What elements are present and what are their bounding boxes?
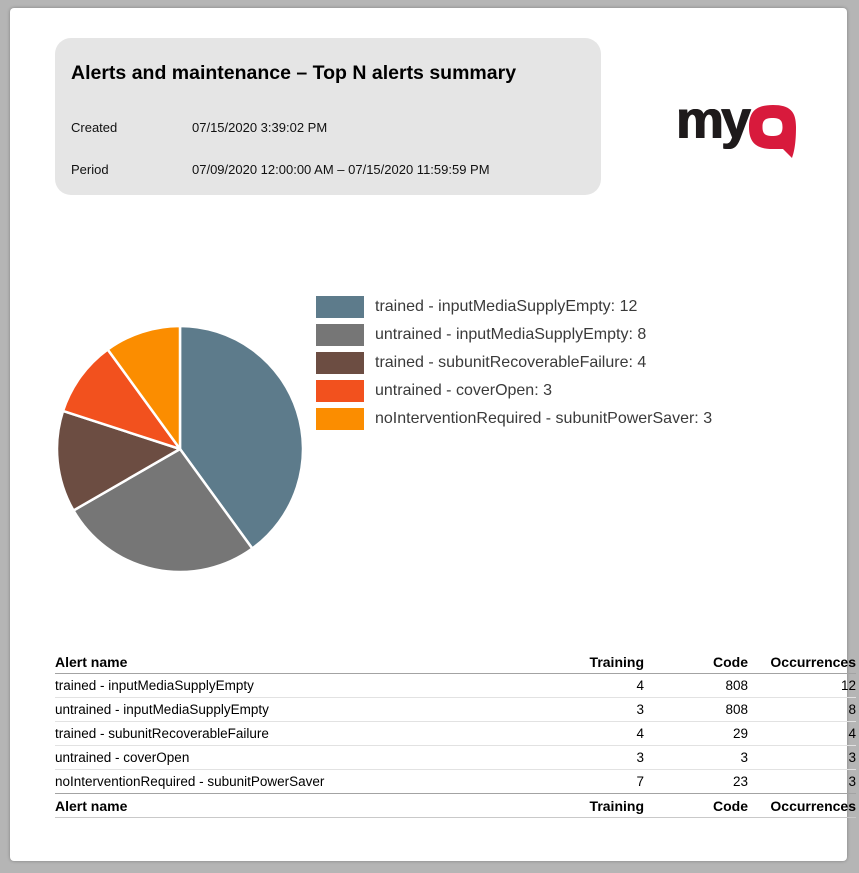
pie-slice-4 bbox=[106, 324, 182, 451]
legend-item-2: trained - subunitRecoverableFailure: 4 bbox=[316, 352, 712, 374]
pie-chart bbox=[55, 324, 305, 574]
column-header-0: Alert name bbox=[55, 650, 536, 674]
legend-swatch bbox=[316, 352, 364, 374]
pie-slice-3 bbox=[61, 348, 182, 451]
legend-label: untrained - coverOpen: 3 bbox=[375, 382, 552, 399]
table-cell: untrained - coverOpen bbox=[55, 745, 536, 770]
table-header-row: Alert name Training Code Occurrences bbox=[55, 650, 856, 674]
report-header-card: Alerts and maintenance – Top N alerts su… bbox=[55, 38, 601, 195]
created-row: Created 07/15/2020 3:39:02 PM bbox=[71, 120, 327, 135]
table-cell: trained - subunitRecoverableFailure bbox=[55, 721, 536, 746]
myq-logo: my bbox=[676, 90, 811, 160]
footer-column-header-1: Training bbox=[536, 793, 644, 818]
pie-slice-0 bbox=[178, 324, 305, 550]
table-cell: trained - inputMediaSupplyEmpty bbox=[55, 673, 536, 698]
table-cell: 3 bbox=[644, 745, 748, 770]
myq-logo-q-icon bbox=[749, 105, 796, 158]
legend-swatch bbox=[316, 408, 364, 430]
created-label: Created bbox=[71, 120, 118, 135]
legend-item-3: untrained - coverOpen: 3 bbox=[316, 380, 712, 402]
pie-slice-2 bbox=[55, 409, 182, 512]
legend-item-4: noInterventionRequired - subunitPowerSav… bbox=[316, 408, 712, 430]
table-cell: 29 bbox=[644, 721, 748, 746]
table-cell: 3 bbox=[536, 745, 644, 770]
table-cell: 4 bbox=[536, 721, 644, 746]
table-cell: untrained - inputMediaSupplyEmpty bbox=[55, 697, 536, 722]
footer-column-header-3: Occurrences bbox=[748, 793, 856, 818]
period-value: 07/09/2020 12:00:00 AM – 07/15/2020 11:5… bbox=[192, 162, 490, 177]
table-row-0: trained - inputMediaSupplyEmpty 4 808 12 bbox=[55, 673, 856, 698]
table-cell: 3 bbox=[748, 745, 856, 770]
period-row: Period 07/09/2020 12:00:00 AM – 07/15/202… bbox=[71, 162, 490, 177]
table-cell: 12 bbox=[748, 673, 856, 698]
column-header-3: Occurrences bbox=[748, 650, 856, 674]
table-cell: 4 bbox=[536, 673, 644, 698]
table-cell: 4 bbox=[748, 721, 856, 746]
table-row-2: trained - subunitRecoverableFailure 4 29 4 bbox=[55, 721, 856, 746]
table-cell: 808 bbox=[644, 673, 748, 698]
legend-label: untrained - inputMediaSupplyEmpty: 8 bbox=[375, 326, 647, 343]
legend-swatch bbox=[316, 324, 364, 346]
pie-slice-1 bbox=[72, 447, 254, 574]
table-cell: 8 bbox=[748, 697, 856, 722]
table-cell: 808 bbox=[644, 697, 748, 722]
table-cell: 23 bbox=[644, 769, 748, 794]
table-cell: 3 bbox=[536, 697, 644, 722]
table-row-4: noInterventionRequired - subunitPowerSav… bbox=[55, 769, 856, 794]
period-label: Period bbox=[71, 162, 109, 177]
report-page: Alerts and maintenance – Top N alerts su… bbox=[10, 8, 856, 861]
table-cell: 7 bbox=[536, 769, 644, 794]
table-body: trained - inputMediaSupplyEmpty 4 808 12 unt… bbox=[55, 673, 856, 794]
chart-legend: trained - inputMediaSupplyEmpty: 12 untra… bbox=[316, 296, 712, 436]
legend-label: trained - inputMediaSupplyEmpty: 12 bbox=[375, 298, 638, 315]
table-footer-row: Alert name Training Code Occurrences bbox=[55, 793, 856, 818]
alerts-table: Alert name Training Code Occurrences traine… bbox=[55, 650, 856, 818]
legend-swatch bbox=[316, 380, 364, 402]
table-cell: noInterventionRequired - subunitPowerSav… bbox=[55, 769, 536, 794]
created-value: 07/15/2020 3:39:02 PM bbox=[192, 120, 328, 135]
column-header-2: Code bbox=[644, 650, 748, 674]
alerts-table-wrap: Alert name Training Code Occurrences traine… bbox=[55, 650, 856, 818]
legend-item-0: trained - inputMediaSupplyEmpty: 12 bbox=[316, 296, 712, 318]
legend-item-1: untrained - inputMediaSupplyEmpty: 8 bbox=[316, 324, 712, 346]
legend-swatch bbox=[316, 296, 364, 318]
page-title: Alerts and maintenance – Top N alerts su… bbox=[71, 62, 517, 84]
footer-column-header-0: Alert name bbox=[55, 793, 536, 818]
legend-label: noInterventionRequired - subunitPowerSav… bbox=[375, 410, 713, 427]
column-header-1: Training bbox=[536, 650, 644, 674]
myq-logo-text: my bbox=[676, 90, 751, 150]
table-row-1: untrained - inputMediaSupplyEmpty 3 808 8 bbox=[55, 697, 856, 722]
footer-column-header-2: Code bbox=[644, 793, 748, 818]
table-cell: 3 bbox=[748, 769, 856, 794]
legend-label: trained - subunitRecoverableFailure: 4 bbox=[375, 354, 647, 371]
table-row-3: untrained - coverOpen 3 3 3 bbox=[55, 745, 856, 770]
